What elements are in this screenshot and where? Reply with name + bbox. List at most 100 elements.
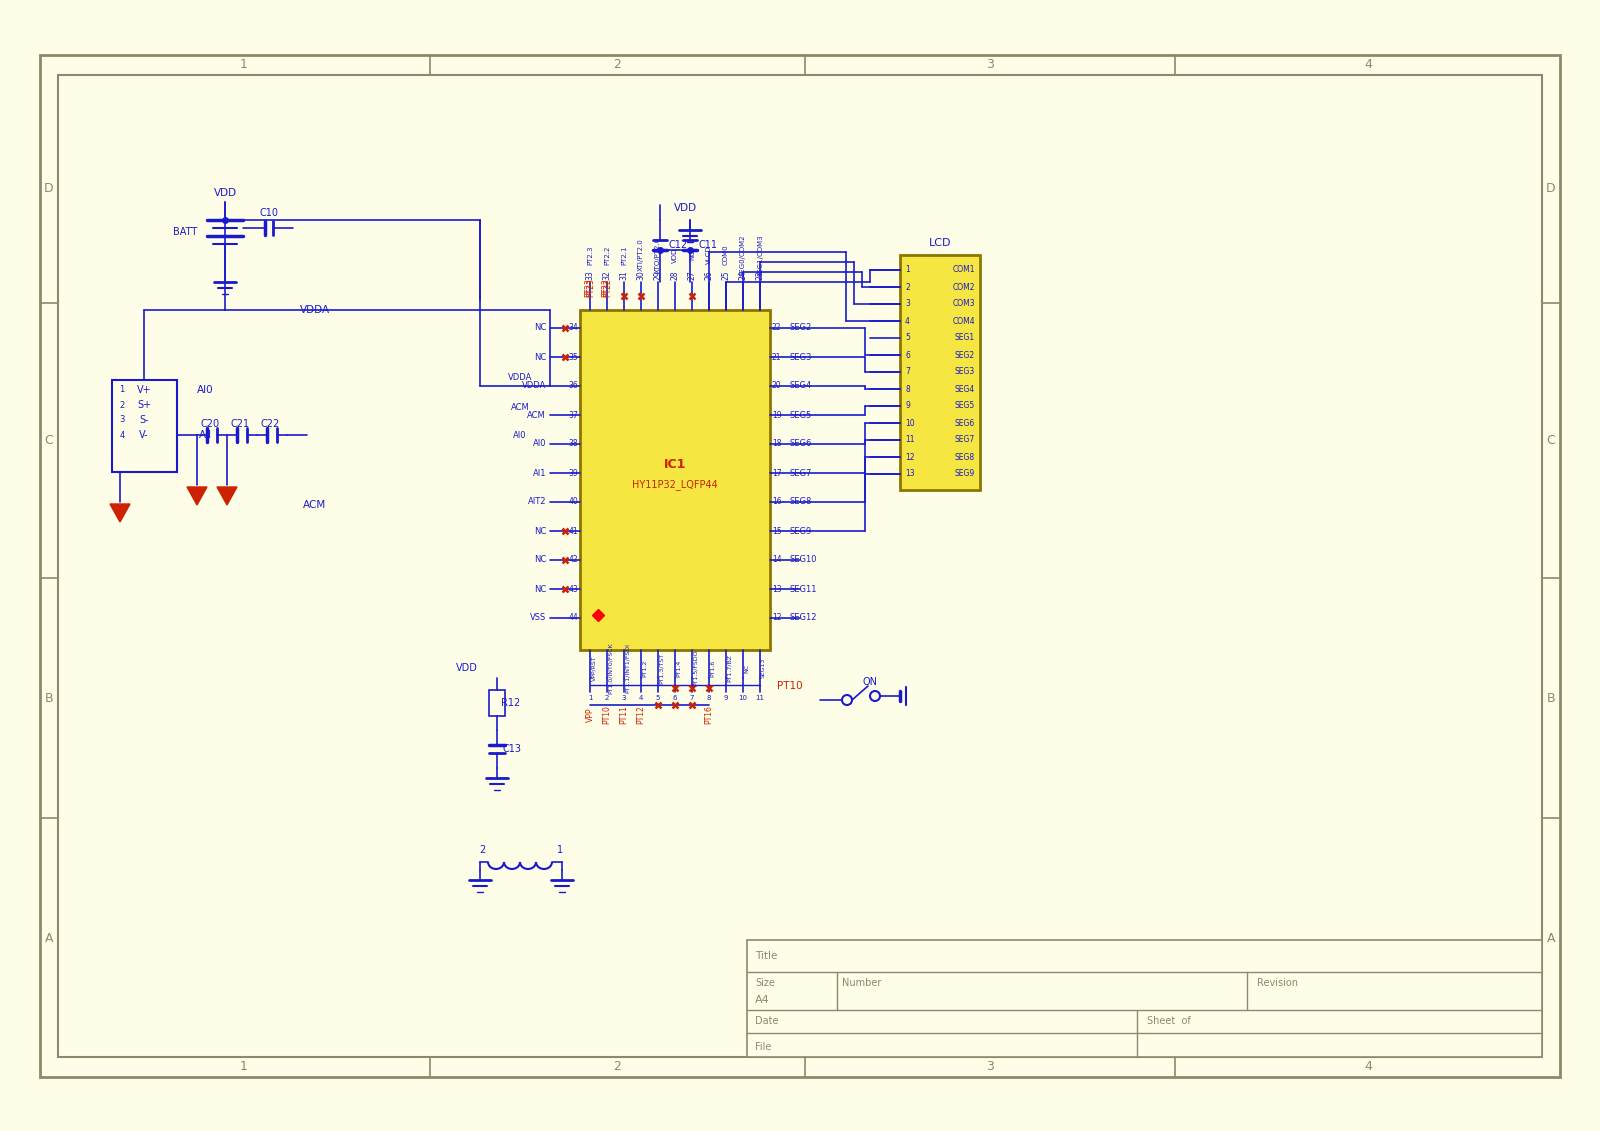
Text: SEG4: SEG4 [955, 385, 974, 394]
Text: Number: Number [842, 978, 882, 988]
Text: VDD: VDD [672, 248, 678, 262]
Text: 2: 2 [120, 400, 125, 409]
Text: 11: 11 [906, 435, 915, 444]
Text: 32: 32 [603, 270, 611, 279]
Text: NC: NC [534, 585, 546, 594]
Text: C11: C11 [699, 240, 717, 250]
Text: 2: 2 [605, 696, 610, 701]
Text: 17: 17 [771, 468, 782, 477]
Text: C13: C13 [502, 744, 522, 754]
Text: LCD: LCD [928, 238, 952, 248]
Bar [58, 75, 1542, 1057]
Text: SEG7: SEG7 [955, 435, 974, 444]
Text: SEG10: SEG10 [790, 555, 818, 564]
Text: NC: NC [744, 664, 749, 673]
Text: PT1.5/FSDO: PT1.5/FSDO [693, 649, 698, 687]
Text: PT1.3/TST: PT1.3/TST [659, 653, 664, 683]
Text: 26: 26 [704, 270, 714, 279]
Text: COM2: COM2 [952, 283, 974, 292]
Text: AI0: AI0 [197, 385, 213, 395]
Text: B: B [1547, 691, 1555, 705]
Text: Sheet  of: Sheet of [1147, 1016, 1190, 1026]
Text: 4: 4 [638, 696, 643, 701]
Text: BATT: BATT [173, 227, 197, 238]
Text: 16: 16 [771, 498, 782, 507]
Text: A: A [1547, 932, 1555, 944]
Text: PT16: PT16 [704, 706, 714, 725]
Text: ACM: ACM [528, 411, 546, 420]
Text: PT2.1: PT2.1 [621, 245, 627, 265]
Text: C20: C20 [200, 418, 219, 429]
Text: VPP: VPP [586, 708, 595, 723]
Text: PT23: PT23 [587, 278, 595, 297]
Text: 28: 28 [670, 270, 680, 279]
Text: PT10: PT10 [778, 681, 803, 691]
Text: File: File [755, 1042, 771, 1052]
Text: IC1: IC1 [664, 458, 686, 472]
Text: V+: V+ [136, 385, 152, 395]
Text: Size: Size [755, 978, 774, 988]
Circle shape [870, 691, 880, 701]
Text: 4: 4 [1365, 1061, 1371, 1073]
Text: VLCD: VLCD [706, 245, 712, 265]
Text: XTO/PT2.0: XTO/PT2.0 [654, 236, 661, 273]
Text: SEG0/COM2: SEG0/COM2 [739, 234, 746, 276]
Text: S+: S+ [138, 400, 150, 411]
Text: 25: 25 [722, 270, 731, 279]
Text: 38: 38 [568, 440, 578, 449]
Text: VDD: VDD [674, 202, 696, 213]
Text: PT12: PT12 [637, 706, 645, 724]
Text: 20: 20 [771, 381, 782, 390]
Text: 2: 2 [478, 845, 485, 855]
Text: NC: NC [690, 250, 694, 260]
Text: 36: 36 [568, 381, 578, 390]
Text: 30: 30 [637, 270, 645, 279]
Text: 1: 1 [240, 1061, 248, 1073]
Text: 35: 35 [568, 353, 578, 362]
Bar [490, 690, 506, 716]
Text: PT23: PT23 [584, 278, 594, 297]
Text: A4: A4 [755, 995, 770, 1005]
Text: PT1.7/BZ: PT1.7/BZ [726, 654, 733, 682]
Text: 31: 31 [619, 270, 629, 279]
Text: ACM: ACM [510, 403, 530, 412]
Text: R12: R12 [501, 698, 520, 708]
Text: 2: 2 [613, 59, 621, 71]
Text: 1: 1 [120, 386, 125, 395]
Polygon shape [110, 504, 130, 523]
Text: 1: 1 [240, 59, 248, 71]
Text: ACM: ACM [304, 500, 326, 510]
Text: SEG7: SEG7 [790, 468, 813, 477]
Text: 41: 41 [568, 527, 578, 535]
Text: 39: 39 [568, 468, 578, 477]
Text: 14: 14 [771, 555, 782, 564]
Text: PT1.6: PT1.6 [710, 659, 715, 676]
Text: VDDA: VDDA [299, 305, 330, 316]
Text: 12: 12 [771, 613, 781, 622]
Text: 42: 42 [568, 555, 578, 564]
Text: SEG11: SEG11 [790, 585, 818, 594]
Text: 7: 7 [690, 696, 694, 701]
Text: SEG1: SEG1 [955, 334, 974, 343]
Text: 3: 3 [986, 59, 994, 71]
Text: 11: 11 [755, 696, 765, 701]
Text: SEG3: SEG3 [790, 353, 813, 362]
Text: 27: 27 [688, 270, 696, 279]
Text: V-: V- [139, 430, 149, 440]
Text: COM0: COM0 [723, 244, 730, 266]
Text: NC: NC [534, 555, 546, 564]
Text: 1: 1 [587, 696, 592, 701]
Polygon shape [187, 487, 206, 506]
Text: 9: 9 [906, 402, 910, 411]
Text: VPP/RST: VPP/RST [590, 655, 595, 681]
Text: SEG8: SEG8 [955, 452, 974, 461]
Text: C21: C21 [230, 418, 250, 429]
Text: AI1: AI1 [533, 468, 546, 477]
Text: AI0: AI0 [514, 432, 526, 440]
Text: SEG5: SEG5 [790, 411, 813, 420]
Text: A: A [45, 932, 53, 944]
Text: 19: 19 [771, 411, 782, 420]
Text: PT22: PT22 [602, 278, 611, 297]
Text: NC: NC [534, 527, 546, 535]
Text: COM3: COM3 [952, 300, 974, 309]
